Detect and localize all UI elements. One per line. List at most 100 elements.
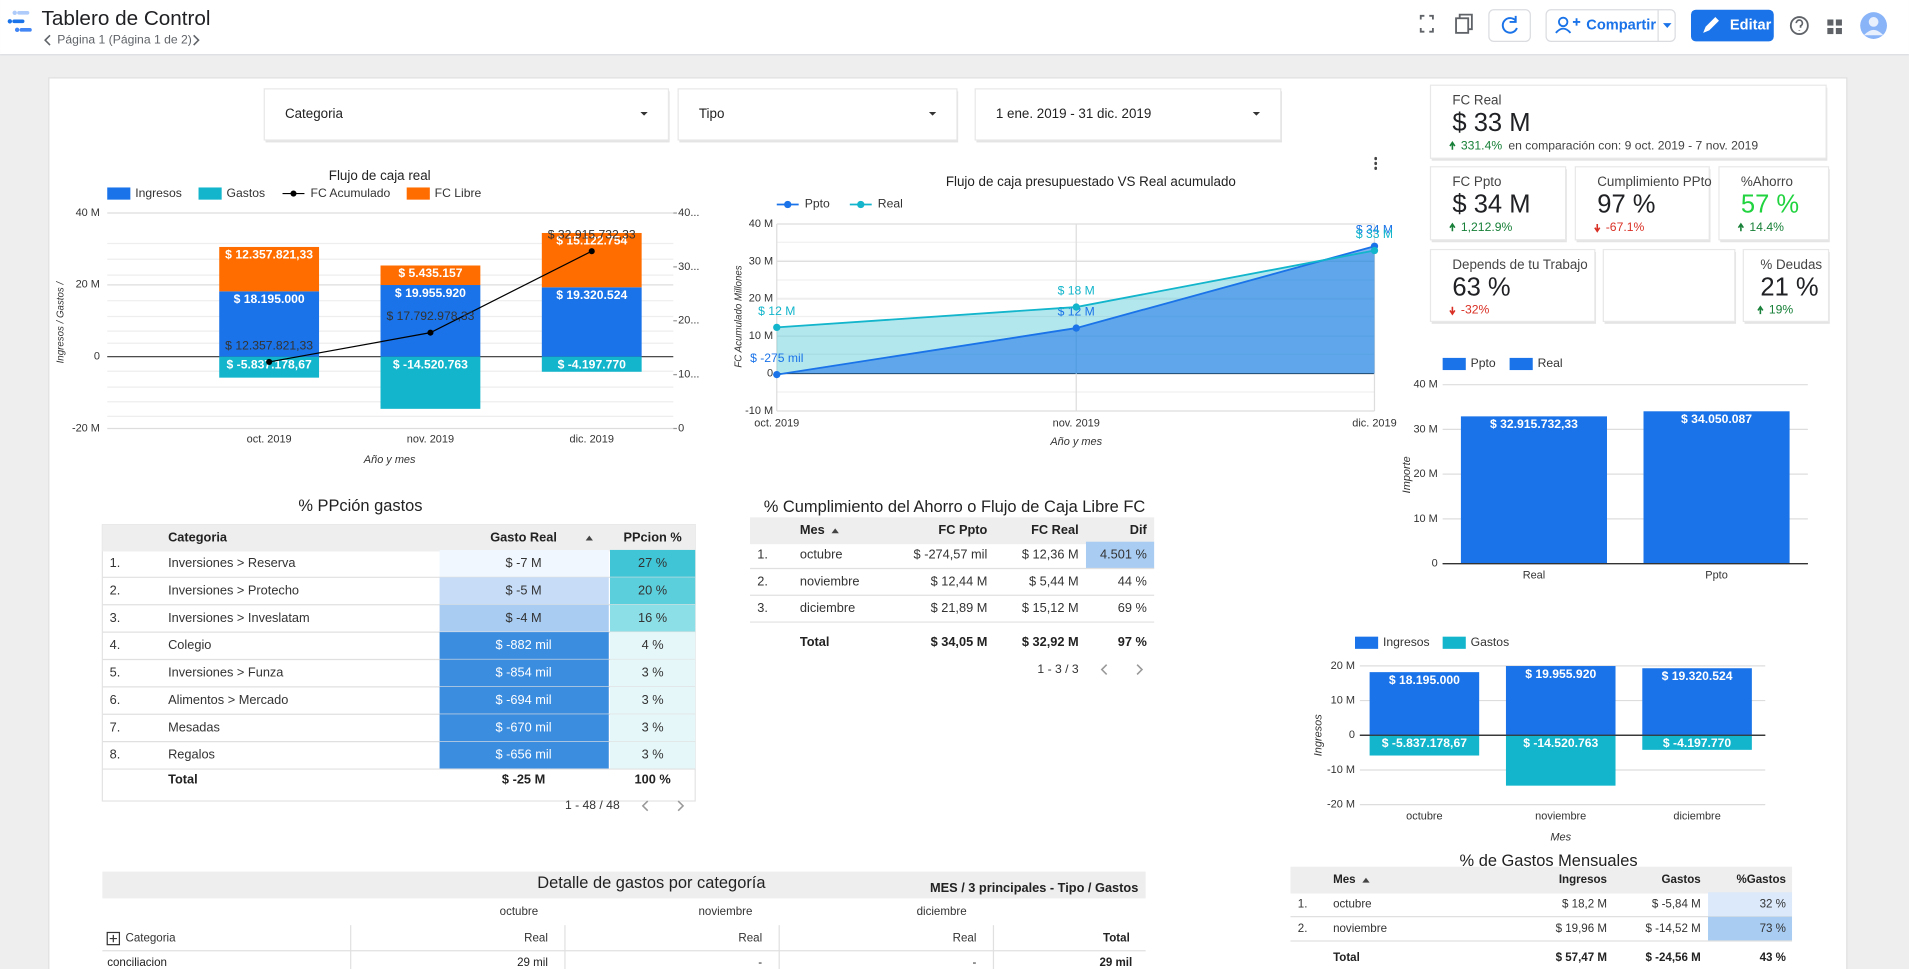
- chart-title: Flujo de caja real: [329, 168, 431, 183]
- share-dropdown[interactable]: [1662, 23, 1672, 28]
- bar: [1369, 735, 1480, 756]
- apps-icon[interactable]: [1835, 27, 1842, 35]
- y2-tick-label: 20...: [678, 315, 699, 327]
- next-page[interactable]: [193, 34, 200, 46]
- legend-label: Ingresos: [1383, 635, 1430, 649]
- table-cell: 20 %: [638, 582, 667, 597]
- scorecard-value: 57 %: [1741, 190, 1799, 218]
- column-header: FC Real: [1031, 522, 1079, 537]
- table-cell: noviembre: [800, 573, 860, 588]
- share-icon: [1557, 16, 1569, 28]
- column-header: %Gastos: [1737, 874, 1786, 886]
- cell-background: [439, 549, 609, 578]
- copy-icon[interactable]: [1455, 17, 1470, 34]
- cell-background: [609, 741, 696, 770]
- filter-label[interactable]: Tipo: [699, 106, 725, 121]
- scorecard-delta: 1,212.9%: [1461, 220, 1513, 234]
- y-axis-title: Ingresos / Gastos /: [56, 281, 67, 364]
- cell-background: [1708, 916, 1793, 942]
- column-header: Mes: [800, 522, 825, 537]
- scorecard: [1718, 166, 1830, 241]
- edit-label[interactable]: Editar: [1730, 17, 1772, 33]
- table-cell: $ 12,44 M: [931, 573, 988, 588]
- cell-background: [609, 714, 696, 742]
- refresh-button[interactable]: [1488, 9, 1531, 42]
- row-index: 2.: [110, 582, 121, 597]
- share-label[interactable]: Compartir: [1586, 17, 1656, 33]
- data-label: $ 19.320.524: [1662, 669, 1733, 683]
- pivot-header: [102, 871, 1146, 899]
- report-title: Tablero de Control: [41, 7, 210, 30]
- apps-icon[interactable]: [1827, 27, 1834, 35]
- fullscreen-icon[interactable]: [1419, 14, 1434, 33]
- table-cell: 44 %: [1118, 573, 1147, 588]
- table-cell: $ 15,12 M: [1022, 600, 1079, 615]
- table-cell: $ 21,89 M: [931, 600, 988, 615]
- y-tick-label: 30 M: [1413, 423, 1437, 435]
- bar-segment: [219, 356, 320, 378]
- x-tick-label: nov. 2019: [407, 433, 454, 445]
- column-header: PPcion %: [624, 529, 683, 544]
- share-button[interactable]: [1545, 9, 1676, 42]
- y-tick-label: -10 M: [1327, 764, 1355, 776]
- apps-icon[interactable]: [1835, 19, 1842, 26]
- logo-dot: [12, 10, 17, 15]
- total-cell: $ 32,92 M: [1022, 634, 1079, 649]
- table-cell: octubre: [1333, 899, 1372, 911]
- expand-plus: [109, 934, 117, 943]
- prev-page[interactable]: [641, 800, 649, 812]
- scorecard-label: % Deudas: [1760, 257, 1822, 272]
- cell-background: [439, 714, 609, 742]
- y-tick-label: 30 M: [749, 255, 773, 267]
- apps-icon[interactable]: [1827, 19, 1834, 26]
- table-cell: 4 %: [642, 637, 664, 652]
- total-cell: 97 %: [1118, 634, 1148, 649]
- filter-dropdown: [640, 111, 648, 116]
- table-cell: $ -5,84 M: [1652, 899, 1701, 911]
- total-cell: $ 34,05 M: [931, 634, 988, 649]
- filter-control[interactable]: [974, 88, 1282, 141]
- table-cell: 29 mil: [517, 957, 548, 969]
- filter-control[interactable]: [263, 88, 670, 141]
- cell-background: [439, 632, 609, 660]
- line-point: [773, 323, 781, 332]
- table-cell: 73 %: [1760, 923, 1786, 935]
- y2-tick-label: 40...: [678, 207, 699, 219]
- area: [776, 246, 1375, 375]
- scorecard-delta: 19%: [1769, 303, 1794, 317]
- legend-swatch: [406, 187, 430, 200]
- scorecard-value: $ 34 M: [1452, 190, 1530, 218]
- legend-swatch: [1442, 357, 1466, 371]
- column-header: Real: [524, 933, 548, 945]
- sort-indicator[interactable]: [831, 528, 839, 534]
- filter-label[interactable]: 1 ene. 2019 - 31 dic. 2019: [996, 106, 1151, 121]
- table-title: Detalle de gastos por categoría: [537, 874, 766, 892]
- filter-label[interactable]: Categoria: [285, 106, 344, 121]
- table-cell: $ -5 M: [505, 582, 541, 597]
- edit-button[interactable]: [1690, 9, 1774, 42]
- filter-control[interactable]: [677, 88, 958, 141]
- x-tick-label: nov. 2019: [1053, 418, 1100, 430]
- help-icon[interactable]: [1789, 16, 1809, 35]
- sort-indicator[interactable]: [585, 535, 593, 541]
- table-cell: -: [973, 957, 977, 969]
- next-page[interactable]: [677, 800, 685, 812]
- table-cell: Colegio: [168, 637, 211, 652]
- sort-indicator[interactable]: [1362, 877, 1370, 883]
- y-axis-title: FC Acumulado Millones: [734, 265, 745, 367]
- y-tick-label: 20 M: [1331, 660, 1355, 672]
- trend-arrow: [1449, 222, 1456, 232]
- table-cell: Inversiones > Protecho: [168, 582, 299, 597]
- prev-page[interactable]: [44, 34, 51, 46]
- prev-page[interactable]: [1100, 664, 1108, 675]
- scorecard-label: FC Real: [1452, 93, 1501, 108]
- bar: [1369, 672, 1480, 736]
- legend-label: FC Libre: [435, 186, 482, 200]
- trend-arrow: [1757, 305, 1764, 315]
- row-index: 2.: [757, 573, 768, 588]
- total-cell: 43 %: [1760, 952, 1786, 964]
- pagination: 1 - 3 / 3: [1037, 662, 1078, 676]
- table-cell: $ -854 mil: [496, 665, 552, 680]
- table-cell: 3 %: [642, 665, 664, 680]
- next-page[interactable]: [1136, 664, 1144, 675]
